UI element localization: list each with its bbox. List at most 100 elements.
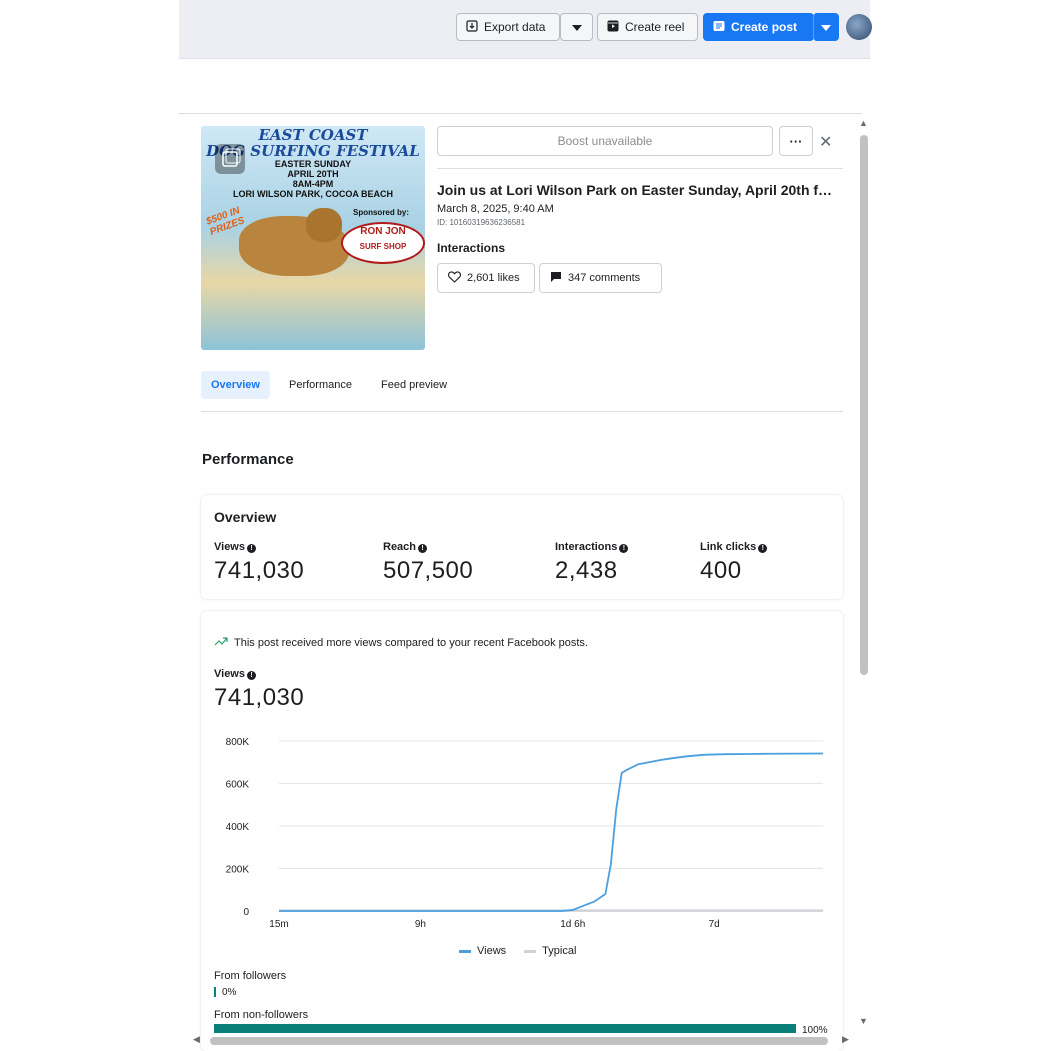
export-data-button[interactable]: Export data xyxy=(456,13,560,41)
export-data-label: Export data xyxy=(484,20,546,34)
chart-views-label: Views! xyxy=(214,668,256,680)
link-clicks-label-text: Link clicks xyxy=(700,541,757,553)
close-icon[interactable]: ✕ xyxy=(819,134,833,151)
download-icon xyxy=(466,19,478,35)
vertical-scrollbar[interactable] xyxy=(860,135,868,675)
caret-down-icon xyxy=(571,20,582,34)
y-tick-label: 400K xyxy=(226,822,250,833)
from-followers-bar xyxy=(214,987,216,997)
trending-up-icon xyxy=(214,636,228,649)
from-nonfollowers-value: 100% xyxy=(802,1025,828,1036)
thumbnail-title-line2: DOG SURFING FESTIVAL xyxy=(206,142,420,160)
reach-metric-label: Reach! xyxy=(383,541,428,553)
views-line-chart: 800K 600K 400K 200K 0 15m 9h 1d 6h 7d xyxy=(226,737,824,930)
scroll-left-arrow-icon[interactable]: ◀ xyxy=(193,1034,200,1044)
y-tick-label: 0 xyxy=(243,907,249,918)
post-thumbnail[interactable]: EAST COAST DOG SURFING FESTIVAL EASTER S… xyxy=(201,126,425,350)
thumbnail-line1: EASTER SUNDAY xyxy=(274,159,352,169)
y-tick-label: 800K xyxy=(226,737,250,748)
views-metric-label: Views! xyxy=(214,541,256,553)
create-post-label: Create post xyxy=(731,20,798,34)
info-icon[interactable]: ! xyxy=(247,544,256,553)
tab-feed-preview[interactable]: Feed preview xyxy=(381,379,448,391)
x-tick-label: 9h xyxy=(415,919,426,930)
comments-pill[interactable]: 347 comments xyxy=(539,263,662,293)
interactions-label: Interactions xyxy=(437,241,506,255)
scroll-down-arrow-icon[interactable]: ▼ xyxy=(859,1016,868,1026)
thumbnail-title-line1: EAST COAST xyxy=(258,126,368,144)
post-id: ID: 10160319636236581 xyxy=(437,218,526,227)
chart-legend: Views Typical xyxy=(459,945,576,957)
thumbnail-sponsor: Sponsored by: xyxy=(352,208,409,217)
boost-unavailable-button[interactable]: Boost unavailable xyxy=(437,126,773,156)
thumbnail-line3: 8AM-4PM xyxy=(292,179,334,189)
likes-count: 2,601 likes xyxy=(467,272,520,284)
post-title: Join us at Lori Wilson Park on Easter Su… xyxy=(437,182,833,198)
reach-label-text: Reach xyxy=(383,541,417,553)
thumbnail-line4: LORI WILSON PARK, COCOA BEACH xyxy=(233,189,393,199)
performance-heading: Performance xyxy=(202,451,294,468)
divider xyxy=(437,168,843,169)
scroll-right-arrow-icon[interactable]: ▶ xyxy=(842,1034,849,1044)
avatar[interactable] xyxy=(846,14,872,40)
chart-views-label-text: Views xyxy=(214,668,245,680)
x-tick-label: 7d xyxy=(709,919,720,930)
overview-card: Overview Views! 741,030 Reach! 507,500 I… xyxy=(201,495,843,599)
overview-title: Overview xyxy=(214,509,277,525)
logo-line2: SURF SHOP xyxy=(359,242,407,251)
reel-icon xyxy=(607,20,619,35)
legend-typical-swatch xyxy=(524,949,537,953)
create-post-button[interactable]: Create post xyxy=(703,13,814,41)
heart-icon xyxy=(448,270,461,286)
y-tick-label: 600K xyxy=(226,780,250,791)
likes-pill[interactable]: 2,601 likes xyxy=(437,263,535,293)
dog-head-shape xyxy=(306,208,342,242)
from-nonfollowers-bar xyxy=(214,1024,796,1033)
tab-performance[interactable]: Performance xyxy=(289,379,352,391)
x-tick-label: 15m xyxy=(269,919,288,930)
logo-line1: RON JON xyxy=(360,226,406,237)
link-clicks-metric-label: Link clicks! xyxy=(700,541,768,553)
from-followers-value: 0% xyxy=(222,987,237,998)
from-nonfollowers-label: From non-followers xyxy=(214,1009,309,1021)
caret-down-icon xyxy=(821,20,831,34)
from-followers-label: From followers xyxy=(214,970,287,982)
legend-views[interactable]: Views xyxy=(459,945,506,957)
thumbnail-line2: APRIL 20TH xyxy=(287,169,339,179)
more-options-button[interactable]: ··· xyxy=(779,126,813,156)
views-metric-value: 741,030 xyxy=(214,557,305,584)
scroll-up-arrow-icon[interactable]: ▲ xyxy=(859,118,868,128)
comments-count: 347 comments xyxy=(568,272,641,284)
reach-metric-value: 507,500 xyxy=(383,557,474,584)
info-icon[interactable]: ! xyxy=(247,671,256,680)
y-tick-label: 200K xyxy=(226,865,250,876)
comment-icon xyxy=(550,271,562,286)
create-reel-button[interactable]: Create reel xyxy=(597,13,698,41)
tabs-divider xyxy=(201,411,843,412)
link-clicks-metric-value: 400 xyxy=(700,557,742,584)
series-line-views xyxy=(279,752,824,912)
create-reel-label: Create reel xyxy=(625,20,685,34)
chart-views-value: 741,030 xyxy=(214,684,305,711)
insight-text: This post received more views compared t… xyxy=(234,636,588,649)
insight-row: This post received more views compared t… xyxy=(214,636,588,649)
x-tick-label: 1d 6h xyxy=(560,919,585,930)
info-icon[interactable]: ! xyxy=(418,544,428,553)
post-icon xyxy=(713,20,725,35)
media-type-icon xyxy=(215,144,245,174)
views-card: This post received more views compared t… xyxy=(201,611,843,1051)
legend-typical[interactable]: Typical xyxy=(524,945,576,957)
post-date: March 8, 2025, 9:40 AM xyxy=(437,203,554,215)
top-toolbar: Export data Create reel Create post xyxy=(179,0,870,59)
info-icon[interactable]: ! xyxy=(619,544,629,553)
tab-overview[interactable]: Overview xyxy=(201,371,270,399)
post-insights-panel: EAST COAST DOG SURFING FESTIVAL EASTER S… xyxy=(179,113,862,1051)
interactions-metric-label: Interactions! xyxy=(555,541,629,553)
create-post-dropdown-button[interactable] xyxy=(813,13,839,41)
info-icon[interactable]: ! xyxy=(758,544,768,553)
horizontal-scrollbar[interactable] xyxy=(210,1037,828,1045)
legend-typical-label: Typical xyxy=(542,945,577,957)
legend-views-label: Views xyxy=(477,945,507,957)
export-dropdown-button[interactable] xyxy=(560,13,593,41)
ronjon-logo: RON JON SURF SHOP xyxy=(341,222,425,264)
